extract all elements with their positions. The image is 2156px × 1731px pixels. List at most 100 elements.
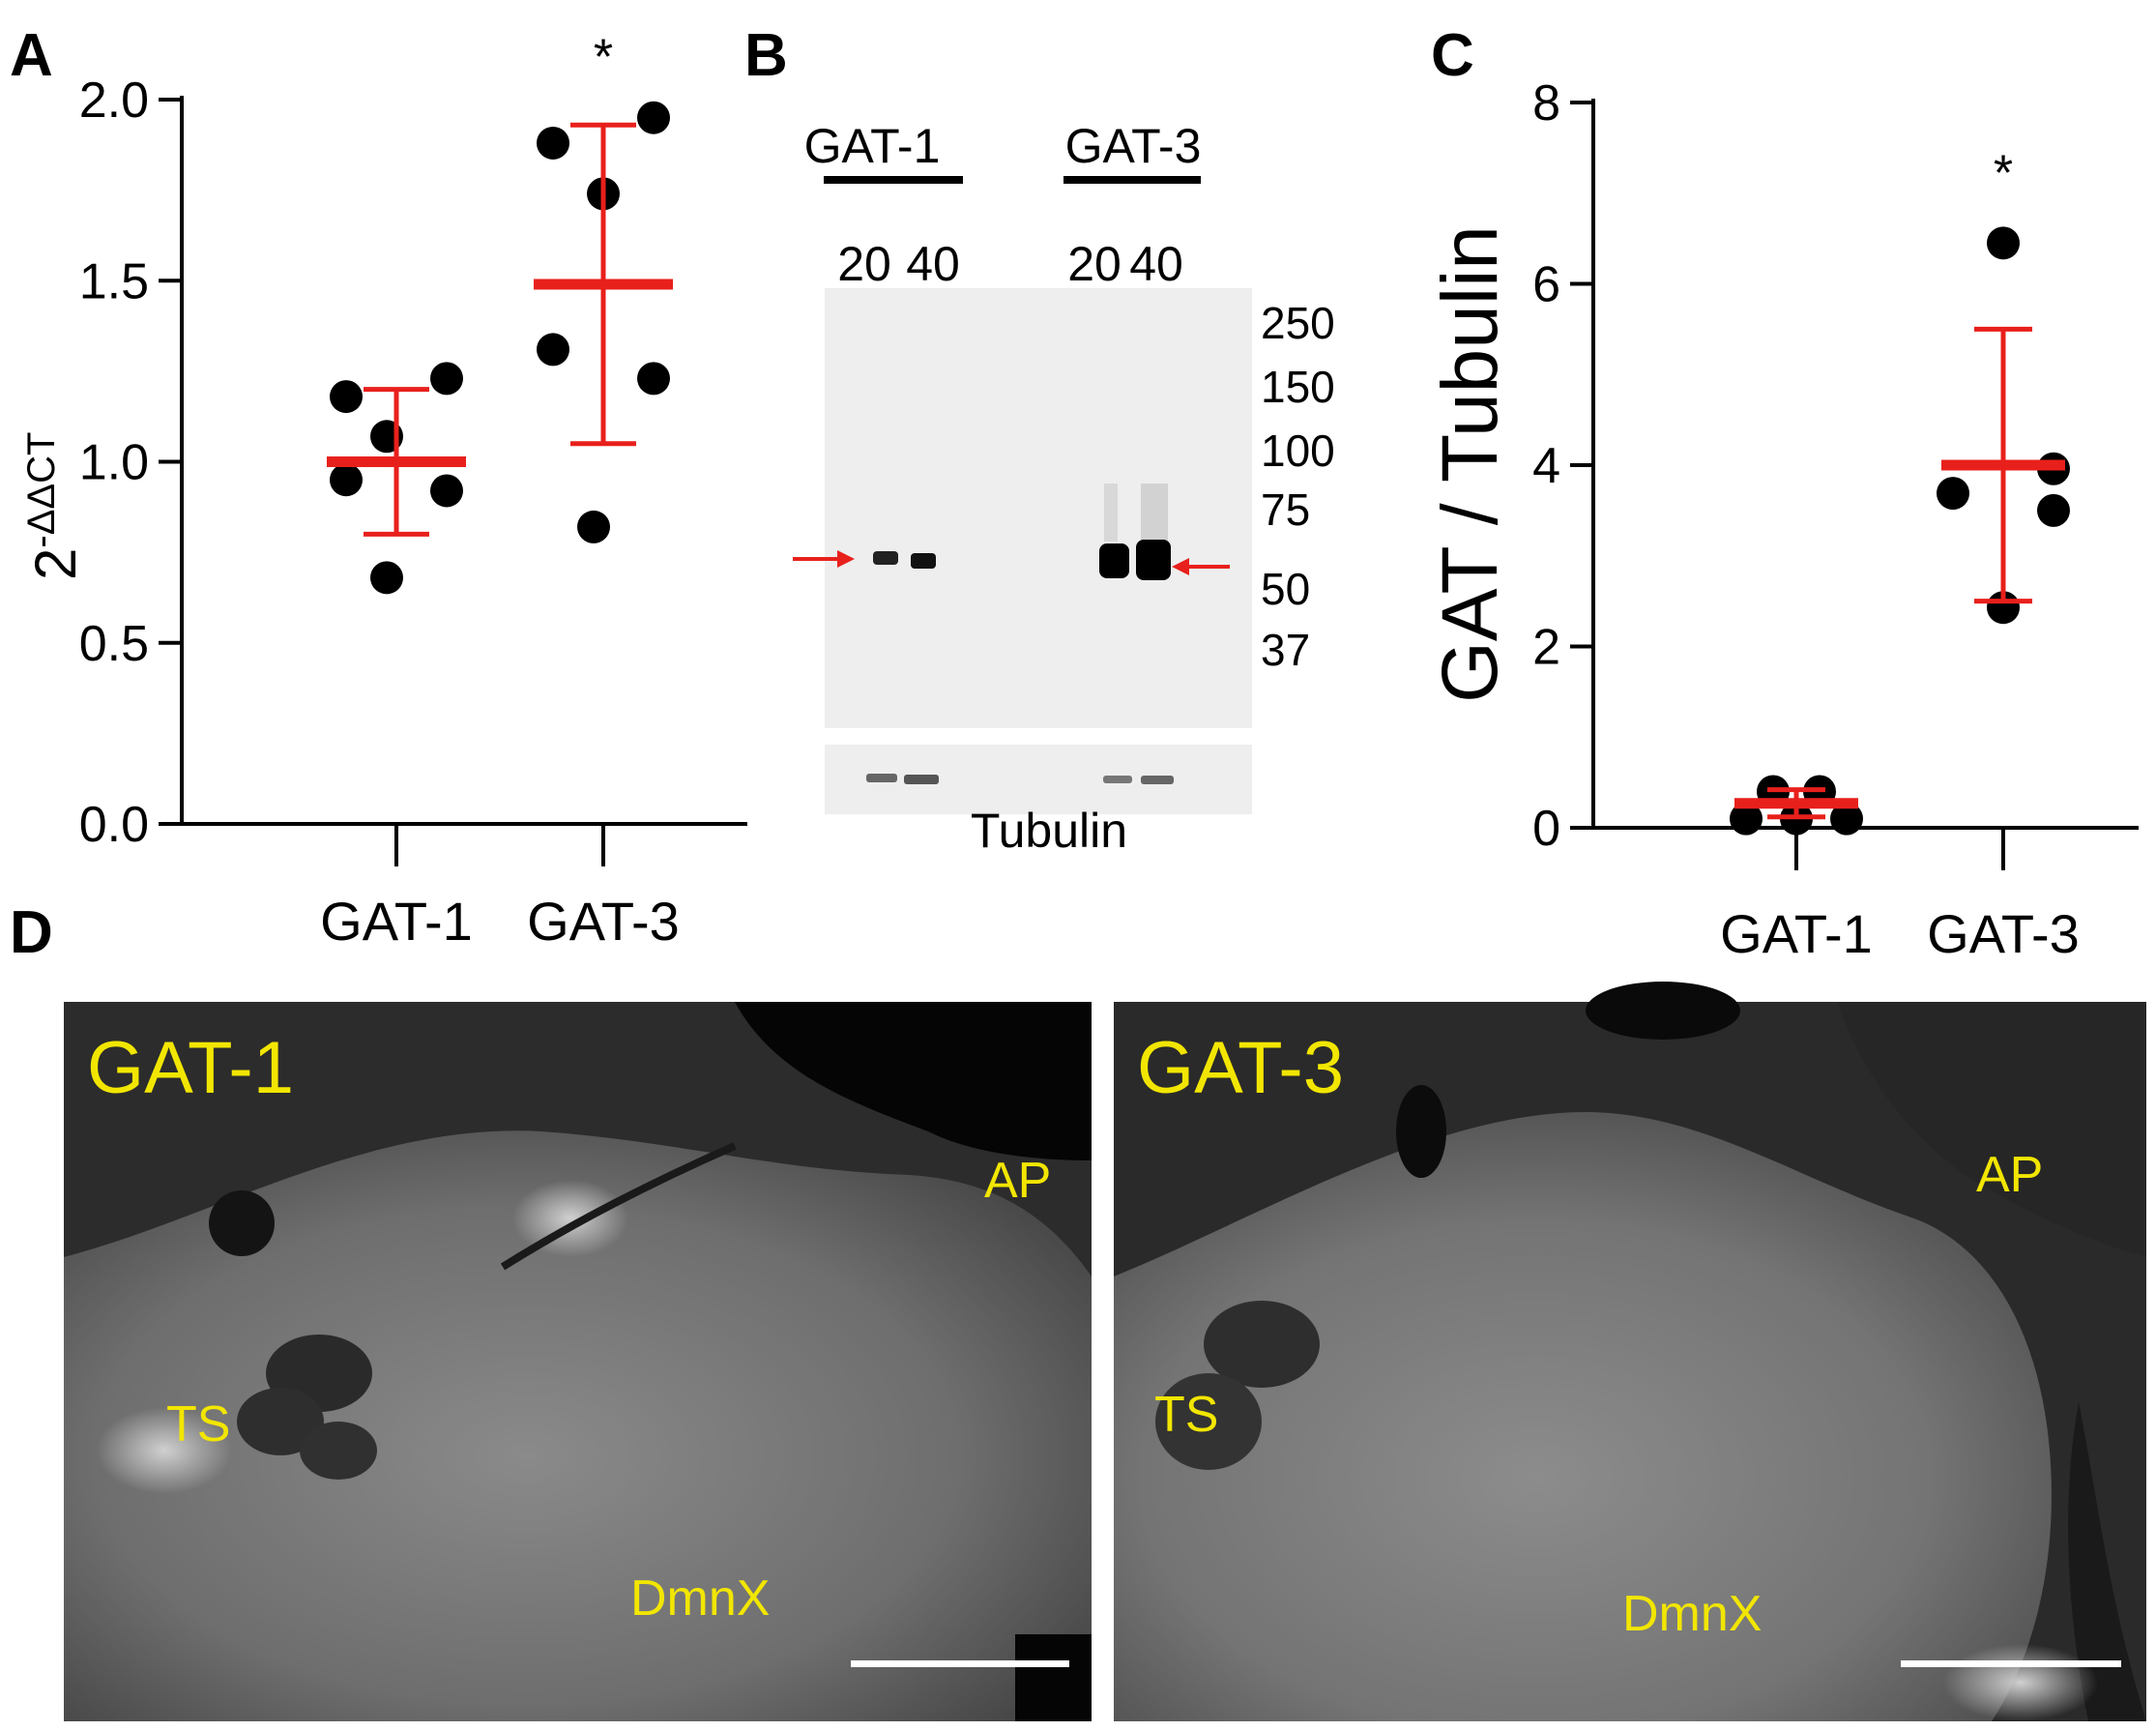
panel-a-data-point [370, 561, 403, 595]
micrograph-gat3-tissue [1114, 1112, 2052, 1721]
panel-c-category-label: GAT-3 [1927, 903, 2080, 964]
micrograph-gat3: GAT-3 AP TS DmnX [1114, 982, 2146, 1721]
panel-c-y-tick-label: 0 [1532, 801, 1560, 857]
micrograph-gat1-dark-region [735, 1002, 1092, 1160]
blot-group-gat3-label: GAT-3 [1065, 119, 1202, 173]
micrograph-gat3-ts-bundle [1155, 1373, 1262, 1470]
mw-marker-75: 75 [1261, 484, 1310, 535]
panel-b-letter: B [744, 22, 788, 89]
micrograph-gat3-scale-bar [1901, 1660, 2121, 1667]
panel-a-data-point [430, 362, 463, 396]
panel-d-letter: D [10, 899, 53, 966]
mw-marker-250: 250 [1261, 298, 1335, 348]
blot-group-gat3-bar [1063, 176, 1201, 184]
blot-lane-3-label: 20 [1067, 237, 1122, 291]
panel-c-y-tick-label: 4 [1532, 438, 1560, 494]
panel-a-data-point [537, 126, 569, 160]
tubulin-band-2 [904, 775, 939, 784]
micrograph-gat1-ts-bundle [300, 1422, 377, 1480]
micrograph-gat3-bright-area [1943, 1644, 2098, 1721]
panel-a-data-point [330, 463, 363, 497]
panel-c-significance-star: * [1994, 145, 2013, 201]
blot-membrane [825, 288, 1252, 728]
blot-tubulin-label: Tubulin [971, 804, 1127, 858]
blot-band-gat1-40 [911, 553, 936, 569]
panel-a-data-point [430, 474, 463, 508]
panel-c-y-ticks: 0 2 4 6 8 [1532, 75, 1593, 857]
blot-lane-4-label: 40 [1129, 237, 1183, 291]
micrograph-gat3-title: GAT-3 [1137, 1027, 1344, 1109]
panel-a-data-point [577, 510, 610, 543]
micrograph-gat1-tissue [64, 1130, 1092, 1721]
panel-a-y-axis-label: 2-ΔΔCT [20, 432, 88, 580]
panel-a-letter: A [10, 22, 53, 89]
panel-c-category-label: GAT-1 [1720, 903, 1873, 964]
blot-arrow-right-head [1172, 558, 1189, 575]
blot-lane-2-label: 40 [906, 237, 960, 291]
blot-lane-1-label: 20 [837, 237, 891, 291]
panel-b-western-blot: B GAT-1 GAT-3 20 40 20 40 250 150 100 75… [744, 22, 1335, 858]
panel-c-chart: C 0 2 4 6 8 GAT-1 GAT-3 * GAT / Tubulin [1426, 22, 2139, 964]
panel-a-data-point [537, 333, 569, 367]
micrograph-gat1-title: GAT-1 [87, 1027, 294, 1109]
panel-c-data-point [2037, 493, 2070, 527]
micrograph-gat3-hole [1396, 1085, 1446, 1178]
micrograph-gat1: GAT-1 AP TS DmnX [64, 1002, 1092, 1721]
panel-c-y-tick-label: 2 [1532, 620, 1560, 676]
blot-band-gat1-20 [873, 551, 898, 565]
panel-a-chart: A 0.0 0.5 1.0 1.5 2.0 GAT-1 GAT-3 * 2-ΔΔCT [10, 22, 747, 952]
micrograph-gat1-hole [209, 1190, 275, 1256]
micrograph-gat1-dark-corner [1015, 1634, 1092, 1721]
micrograph-gat1-dmnx-label: DmnX [630, 1570, 770, 1627]
panel-a-y-tick-label: 0.5 [79, 616, 149, 672]
panel-a-marks: * [327, 30, 673, 595]
micrograph-gat1-scale-bar [851, 1660, 1069, 1667]
panel-c-y-tick-label: 6 [1532, 257, 1560, 313]
panel-a-significance-star: * [594, 30, 613, 86]
panel-c-data-point [1730, 802, 1763, 836]
micrograph-gat1-vessel [500, 1142, 737, 1271]
mw-marker-37: 37 [1261, 625, 1310, 675]
blot-band-gat3-40 [1136, 540, 1171, 580]
panel-c-marks: * [1730, 145, 2070, 836]
micrograph-gat1-ts-label: TS [166, 1396, 230, 1452]
micrograph-gat3-ap-label: AP [1976, 1147, 2043, 1203]
panel-a-data-point [637, 362, 670, 396]
micrograph-gat3-ts-label: TS [1154, 1387, 1218, 1443]
panel-a-y-tick-label: 2.0 [79, 73, 149, 129]
blot-group-gat1-label: GAT-1 [804, 119, 941, 173]
blot-group-gat1-bar [824, 176, 963, 184]
panel-c-categories: GAT-1 GAT-3 [1720, 828, 2080, 964]
micrograph-gat3-hole [1586, 982, 1740, 1040]
micrograph-gat1-bright-area [512, 1180, 628, 1257]
panel-a-data-point [330, 380, 363, 414]
panel-a-y-tick-label: 1.5 [79, 253, 149, 309]
mw-marker-100: 100 [1261, 425, 1335, 476]
panel-a-y-ticks: 0.0 0.5 1.0 1.5 2.0 [79, 73, 182, 853]
blot-smear [1104, 484, 1118, 542]
panel-a-y-label-base: 2 [23, 548, 88, 580]
micrograph-gat3-ts-bundle [1204, 1301, 1320, 1388]
tubulin-band-1 [866, 774, 897, 782]
mw-marker-150: 150 [1261, 362, 1335, 412]
tubulin-band-4 [1141, 776, 1174, 784]
micrograph-gat3-ap-region [1837, 1002, 2146, 1257]
tubulin-band-3 [1103, 776, 1132, 783]
panel-a-categories: GAT-1 GAT-3 [320, 824, 680, 952]
panel-c-letter: C [1431, 22, 1474, 89]
panel-c-data-point [1830, 802, 1863, 836]
blot-arrow-left-head [837, 550, 855, 568]
panel-c-data-point [1987, 226, 2020, 260]
micrograph-gat3-dark-edge [2068, 1402, 2146, 1721]
mw-marker-50: 50 [1261, 564, 1310, 614]
micrograph-gat1-bright-area [97, 1407, 232, 1494]
panel-a-y-tick-label: 0.0 [79, 797, 149, 853]
panel-a-category-label: GAT-3 [527, 891, 680, 952]
blot-smear [1141, 484, 1168, 542]
panel-c-y-axis-label: GAT / Tubulin [1426, 225, 1514, 703]
panel-a-data-point [637, 101, 670, 134]
panel-c-data-point [1937, 477, 1969, 511]
micrograph-gat3-dmnx-label: DmnX [1622, 1586, 1762, 1642]
blot-band-gat3-20 [1099, 543, 1129, 578]
